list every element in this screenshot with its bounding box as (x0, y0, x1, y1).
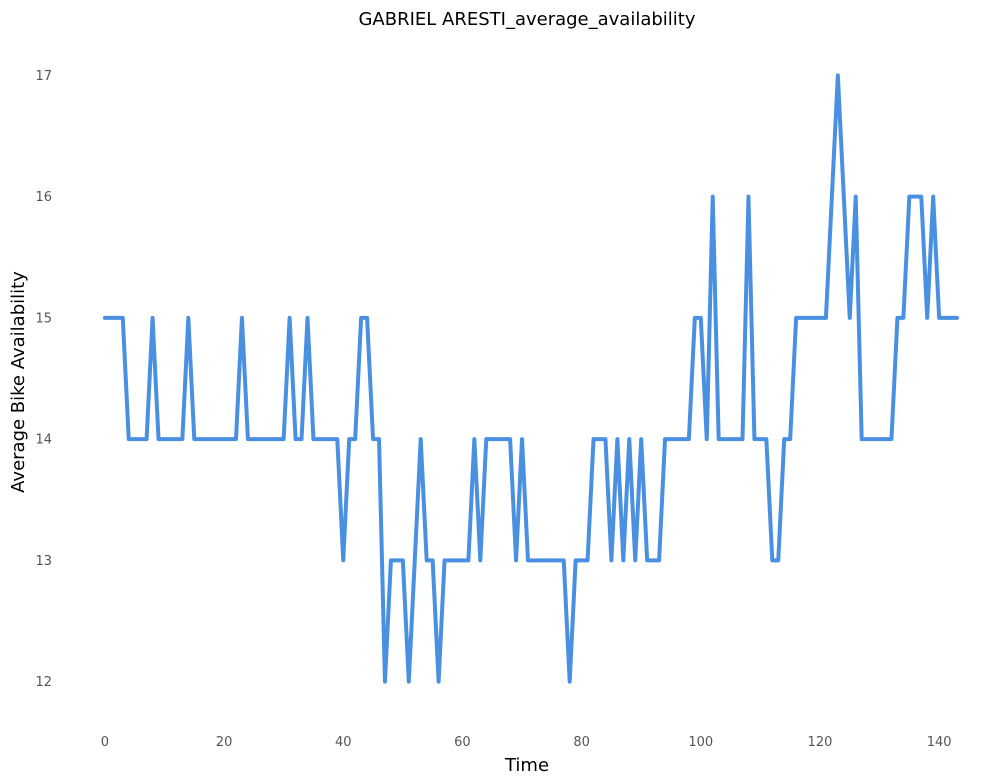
y-tick-label: 12 (35, 675, 52, 690)
y-tick-label: 16 (35, 190, 52, 205)
x-axis-label: Time (504, 755, 549, 776)
y-axis-label: Average Bike Availability (8, 271, 29, 493)
x-tick-label: 100 (688, 735, 713, 750)
x-tick-label: 120 (808, 735, 833, 750)
x-tick-label: 0 (101, 735, 109, 750)
chart-title: GABRIEL ARESTI_average_availability (358, 9, 695, 30)
x-tick-label: 60 (454, 735, 471, 750)
y-tick-label: 15 (35, 311, 52, 326)
x-tick-label: 140 (927, 735, 952, 750)
y-axis-ticks: 12 13 14 15 16 17 (35, 69, 52, 690)
x-tick-label: 80 (573, 735, 590, 750)
y-tick-label: 14 (35, 433, 52, 448)
x-tick-label: 40 (335, 735, 352, 750)
x-tick-label: 20 (216, 735, 233, 750)
y-tick-label: 13 (35, 554, 52, 569)
x-axis-ticks: 0 20 40 60 80 100 120 140 (101, 735, 952, 750)
y-tick-label: 17 (35, 69, 52, 84)
availability-line (102, 73, 960, 684)
